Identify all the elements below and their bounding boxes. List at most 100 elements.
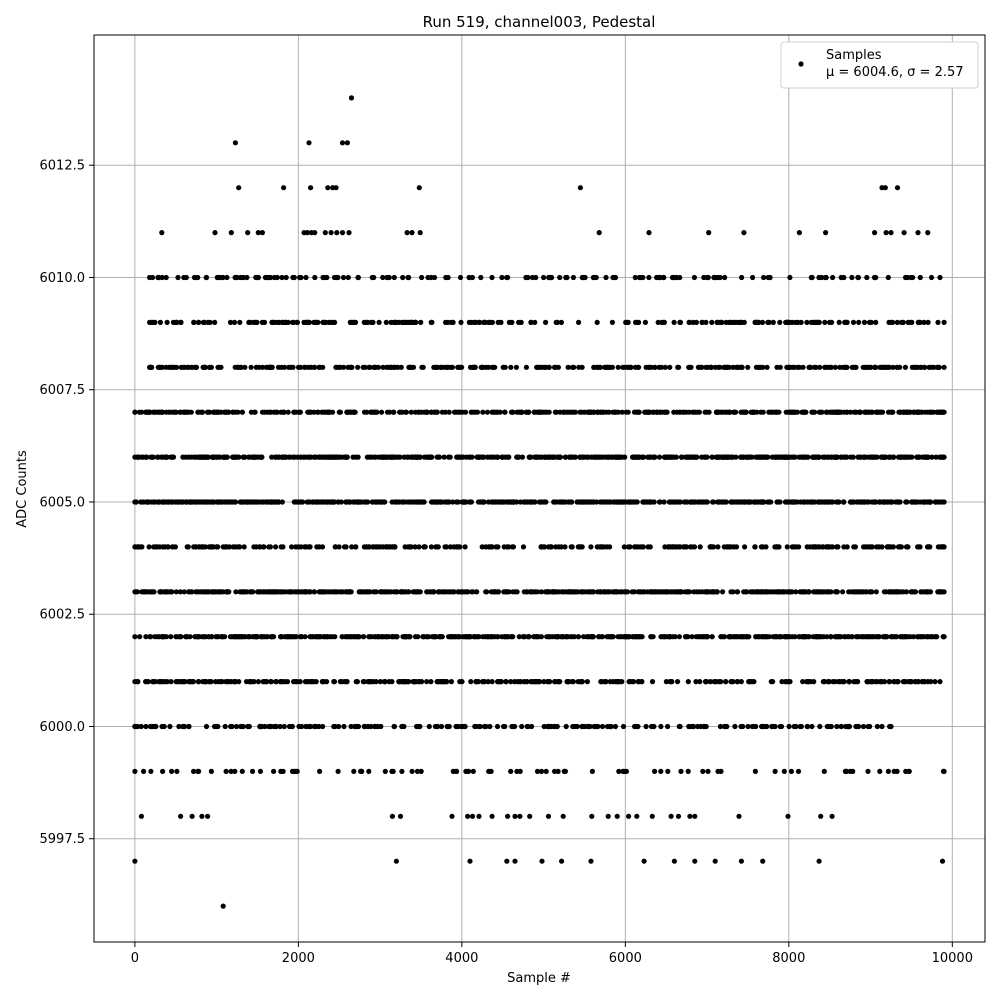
sample-point [828,499,835,505]
sample-point [366,544,372,550]
sample-point [671,319,677,325]
sample-point [454,544,460,550]
sample-point [897,544,903,550]
sample-point [825,589,831,595]
sample-point [904,499,910,505]
sample-point [802,634,808,640]
sample-point [651,723,657,730]
sample-point [817,723,823,730]
sample-point [302,679,308,685]
sample-point [523,409,530,415]
sample-point [761,274,767,281]
sample-point [231,679,237,685]
sample-point [443,499,449,505]
sample-point [409,230,415,236]
sample-point [458,454,464,460]
sample-point [872,364,879,370]
sample-point [570,679,576,685]
sample-point [723,364,729,370]
sample-point [255,679,261,685]
sample-point [870,634,877,640]
sample-point [915,679,921,685]
sample-point [132,454,138,460]
sample-point [849,499,855,505]
sample-point [596,634,602,640]
sample-point [170,319,176,325]
sample-point [547,274,553,281]
sample-point [164,454,170,460]
sample-point [529,589,535,595]
sample-point [312,274,318,281]
sample-point [819,499,825,505]
sample-point [742,409,749,415]
sample-point [667,679,673,685]
y-tick-label: 6007.5 [40,383,86,398]
sample-point [900,634,906,640]
sample-point [894,364,901,370]
sample-point [236,185,242,191]
sample-point [392,499,398,505]
sample-point [724,454,730,460]
sample-point [304,499,310,505]
sample-point [257,723,263,730]
sample-point [489,409,496,415]
sample-point [501,544,507,550]
sample-point [424,409,430,415]
sample-point [935,319,941,325]
sample-point [189,364,195,370]
sample-point [509,723,515,730]
sample-point [479,544,485,550]
sample-point [343,499,349,505]
sample-point [409,768,415,775]
sample-point [605,813,611,819]
sample-point [536,679,542,685]
sample-point [512,858,518,864]
sample-point [654,409,660,415]
sample-point [370,544,376,550]
sample-point [904,274,911,281]
sample-point [599,454,605,460]
sample-point [790,409,796,415]
sample-point [677,409,684,415]
sample-point [241,454,247,460]
sample-point [245,723,251,730]
sample-point [361,723,368,730]
sample-point [345,634,351,640]
sample-point [529,274,536,281]
sample-point [222,544,228,550]
sample-point [846,679,852,685]
sample-point [489,319,495,325]
sample-point [483,364,489,370]
sample-point [873,319,879,325]
sample-point [749,723,756,730]
sample-point [132,723,138,730]
sample-point [404,230,410,236]
sample-point [147,364,153,370]
sample-point [731,544,737,550]
sample-point [913,499,919,505]
sample-point [658,364,665,370]
sample-point [281,185,287,191]
sample-point [501,499,507,505]
sample-point [389,768,395,775]
sample-point [741,499,748,505]
sample-point [467,858,473,864]
sample-point [640,454,646,460]
sample-point [738,319,744,325]
sample-point [662,409,668,415]
sample-point [813,589,819,595]
sample-point [283,274,289,281]
sample-point [436,454,442,460]
sample-point [760,858,766,864]
sample-point [408,499,414,505]
sample-point [820,544,826,550]
sample-point [755,634,761,640]
sample-point [776,409,782,415]
sample-point [718,679,724,685]
sample-point [529,723,535,730]
sample-point [342,679,348,685]
sample-point [269,319,275,325]
sample-point [661,499,667,505]
sample-point [811,679,817,685]
sample-point [555,364,562,370]
